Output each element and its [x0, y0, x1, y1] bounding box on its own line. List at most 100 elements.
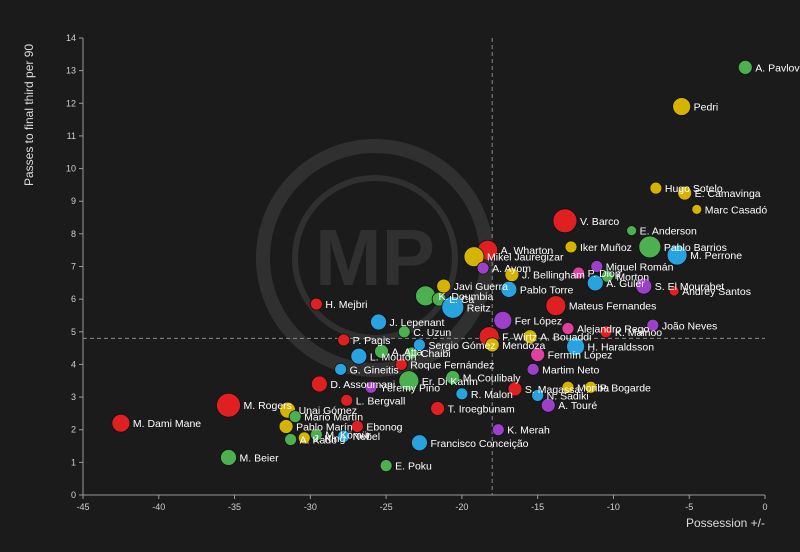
point-label: A. Ayom [492, 263, 531, 275]
data-point [677, 185, 693, 201]
data-point [441, 295, 465, 319]
point-label: Mateus Fernandes [569, 301, 657, 313]
point-label: Pablo Barrios [664, 242, 727, 254]
data-point [530, 347, 546, 363]
data-point [476, 261, 490, 275]
point-label: M. Coulibaly [463, 372, 522, 384]
point-label: S. Magassa [525, 384, 581, 396]
point-label: Francisco Conceição [430, 438, 528, 450]
point-label: Marc Casadó [705, 204, 768, 216]
data-point [337, 333, 351, 347]
y-tick-label: 14 [66, 33, 76, 43]
point-label: Chaibi [421, 348, 451, 360]
point-label: Unai Gómez [299, 405, 357, 417]
point-label: L. Bergvall [356, 395, 406, 407]
data-point [111, 413, 131, 433]
x-tick-label: -20 [455, 502, 468, 512]
y-tick-label: 4 [71, 359, 76, 369]
data-point [691, 203, 703, 215]
point-label: D. Assoumani [330, 379, 395, 391]
data-point [278, 419, 294, 434]
data-point [364, 380, 378, 394]
data-point [455, 387, 469, 401]
data-point [646, 318, 660, 332]
point-label: Ebonog [366, 421, 402, 433]
data-point [220, 449, 237, 466]
point-label: Mendoza [502, 340, 545, 352]
point-label: A. Gulér [606, 278, 645, 290]
point-label: Pablo Marín [296, 421, 353, 433]
point-label: S. El Mourabet [655, 281, 725, 293]
data-point [491, 423, 505, 437]
point-label: L. Ca [449, 294, 474, 306]
y-tick-label: 9 [71, 196, 76, 206]
point-label: H. Haraldsson [588, 341, 655, 353]
point-label: P. Diop [588, 268, 621, 280]
data-point [584, 380, 598, 394]
data-point [572, 266, 585, 280]
point-label: A. Wharton [501, 245, 554, 257]
data-point [405, 346, 419, 360]
point-label: João Neves [662, 320, 717, 332]
data-point [398, 370, 420, 392]
data-point [216, 392, 241, 418]
y-tick-label: 2 [71, 425, 76, 435]
point-label: E. Camavinga [695, 188, 761, 200]
data-point [311, 375, 328, 393]
data-point [493, 310, 513, 330]
data-point [397, 325, 411, 339]
y-tick-label: 3 [71, 392, 76, 402]
data-point [463, 246, 485, 268]
point-label: Er. Di Karim [422, 376, 478, 388]
point-label: H. Mejbri [325, 299, 367, 311]
data-point [561, 322, 575, 335]
point-label: J. King [313, 433, 345, 445]
point-label: Fermín López [548, 350, 613, 362]
point-label: J. Bellingham [522, 270, 585, 282]
data-point [635, 277, 653, 295]
y-tick-label: 12 [66, 98, 76, 108]
point-label: P. Pagis [353, 335, 391, 347]
data-point [672, 97, 692, 116]
x-tick-label: -5 [685, 502, 693, 512]
x-tick-label: -10 [607, 502, 620, 512]
point-label: V. Barco [580, 216, 619, 228]
data-point [590, 260, 604, 273]
data-point [522, 329, 538, 345]
point-label: Moriba [577, 382, 609, 394]
x-tick-label: -30 [304, 502, 317, 512]
point-label: Pablo Torre [520, 284, 574, 296]
data-point [370, 313, 387, 331]
point-label: R. Malon [471, 389, 513, 401]
x-tick-label: 0 [762, 502, 767, 512]
data-point [600, 269, 614, 283]
data-point [413, 338, 426, 352]
point-label: Javi Guerra [454, 281, 508, 293]
point-label: Hugo Sotelo [665, 183, 723, 195]
point-label: E. Anderson [640, 226, 697, 238]
point-label: Sergio Gómez [428, 340, 495, 352]
point-label: Iker Muñoz [580, 242, 632, 254]
data-point [430, 401, 446, 416]
point-label: E. Poku [395, 461, 432, 473]
y-tick-label: 5 [71, 327, 76, 337]
y-tick-label: 8 [71, 229, 76, 239]
y-tick-label: 11 [67, 131, 76, 141]
point-label: K. Doumbia [439, 291, 494, 303]
point-label: J. Lepenant [390, 317, 445, 329]
point-label: Yéremy Pino [380, 382, 440, 394]
point-label: Fer López [515, 315, 562, 327]
x-tick-label: -40 [152, 502, 165, 512]
x-tick-label: -45 [76, 502, 89, 512]
data-point [411, 434, 428, 452]
point-label: Miguel Román [606, 262, 674, 274]
data-point [309, 428, 323, 442]
data-point [564, 240, 578, 254]
x-axis-label: Possession +/- [686, 516, 765, 530]
data-point [500, 280, 518, 298]
point-label: M. Kömür [325, 430, 371, 442]
data-point [561, 380, 575, 394]
point-label: T. Iroegbunam [448, 403, 515, 415]
point-label: Morton [616, 271, 649, 283]
data-point [599, 325, 613, 339]
